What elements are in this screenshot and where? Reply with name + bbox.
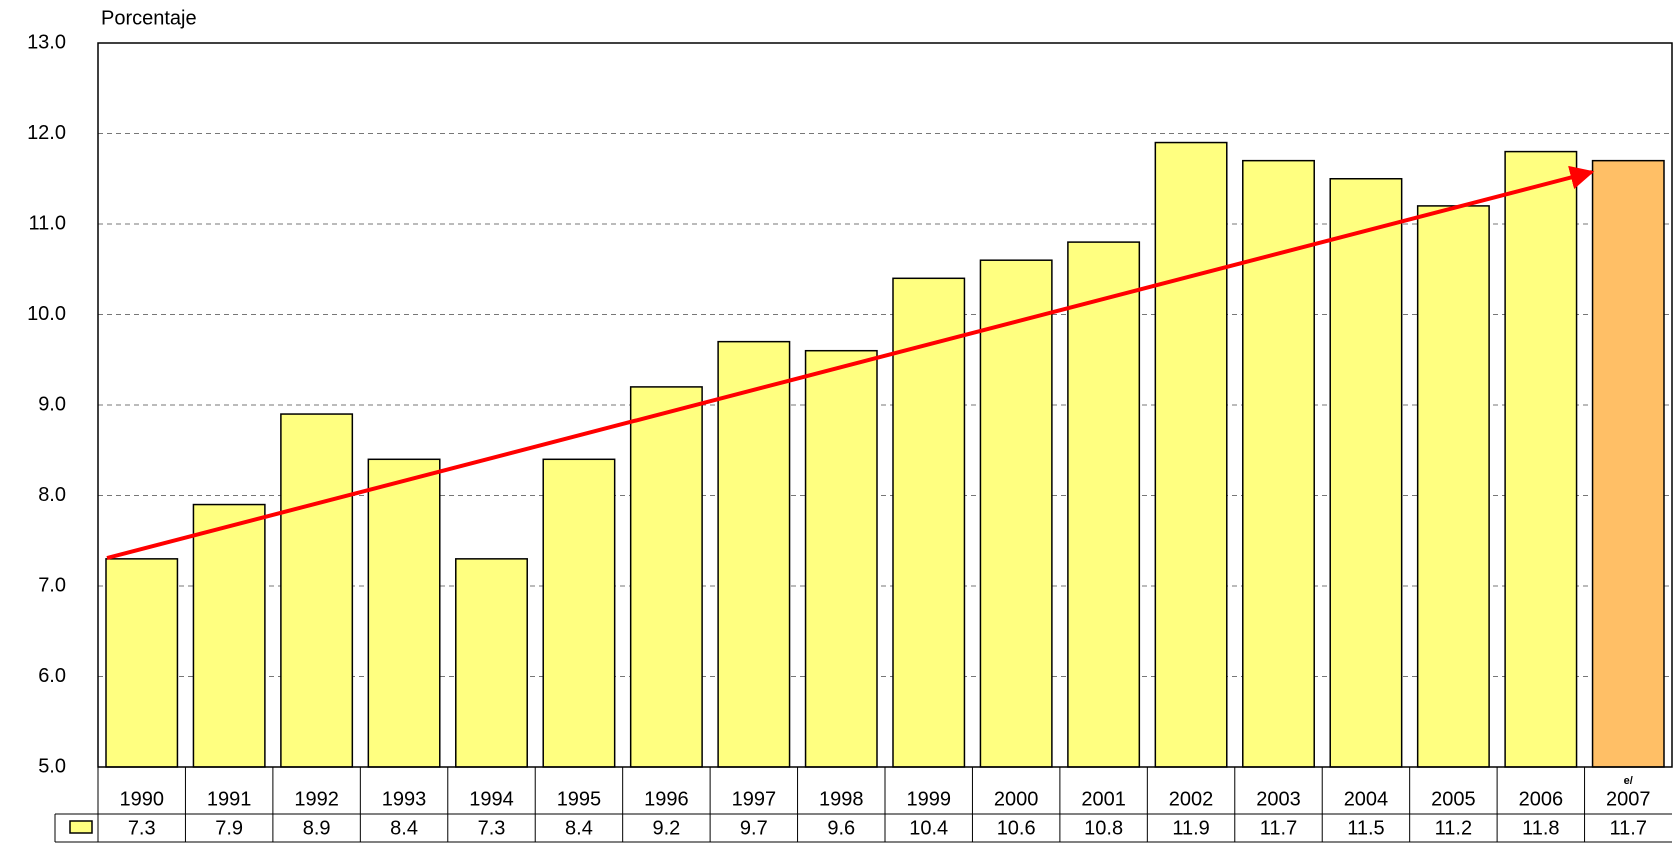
bar: [717, 340, 791, 768]
x-tick-label: 1993: [382, 788, 427, 810]
y-tick-label: 9.0: [38, 393, 66, 415]
x-tick-label: 1995: [557, 788, 602, 810]
x-tick-label: 2001: [1081, 788, 1126, 810]
data-label: 11.7: [1610, 817, 1647, 839]
x-tick-label: 1990: [119, 788, 164, 810]
data-label: 11.5: [1347, 817, 1384, 839]
bar: [804, 349, 878, 768]
data-label: 11.9: [1172, 817, 1209, 839]
bar: [455, 558, 528, 768]
x-tick-label: 2007: [1606, 788, 1651, 810]
bar: [1416, 205, 1490, 768]
y-tick-label: 7.0: [38, 574, 66, 596]
y-tick-label: 10.0: [27, 303, 66, 325]
x-tick-label: 1992: [294, 788, 339, 810]
y-tick-label: 12.0: [27, 122, 66, 144]
legend-key: [69, 820, 93, 834]
bar: [367, 458, 441, 768]
x-tick-label: 2000: [994, 788, 1039, 810]
data-label: 7.3: [478, 817, 506, 839]
y-tick-label: 8.0: [38, 484, 66, 506]
data-label: 7.9: [215, 817, 243, 839]
data-label: 11.2: [1435, 817, 1472, 839]
bar: [1591, 159, 1665, 768]
data-label: 11.8: [1522, 817, 1559, 839]
y-tick-label: 11.0: [29, 212, 66, 234]
bar: [1067, 241, 1141, 768]
bar: [1329, 178, 1403, 768]
y-tick-label: 5.0: [38, 755, 66, 777]
x-tick-label: 1991: [207, 788, 252, 810]
x-tick-label: 1998: [819, 788, 864, 810]
x-tick-label: 2005: [1431, 788, 1476, 810]
data-label: 10.8: [1084, 817, 1123, 839]
y-tick-label: 13.0: [27, 31, 66, 53]
x-tick-label: 2006: [1519, 788, 1564, 810]
bar: [192, 503, 266, 768]
x-tick-label: 2002: [1169, 788, 1214, 810]
data-label: 8.4: [390, 817, 418, 839]
data-label: 11.7: [1260, 817, 1297, 839]
y-axis-label: Porcentaje: [101, 7, 197, 29]
x-tick-label: 2004: [1344, 788, 1389, 810]
x-tick-label: 1994: [469, 788, 514, 810]
bar: [892, 277, 966, 768]
x-tick-label: 1999: [906, 788, 951, 810]
bar: [542, 458, 616, 768]
data-label: 9.6: [827, 817, 855, 839]
data-label: 10.4: [909, 817, 948, 839]
bar: [105, 558, 179, 768]
x-tick-label: 2003: [1256, 788, 1301, 810]
x-tick-label: 1997: [732, 788, 777, 810]
data-label: 8.4: [565, 817, 593, 839]
data-label: 9.7: [740, 817, 768, 839]
data-label: 9.2: [652, 817, 680, 839]
trend-arrow: [106, 165, 1595, 560]
data-label: 8.9: [303, 817, 331, 839]
annotation: e/: [1624, 775, 1633, 787]
bar: [280, 413, 354, 768]
y-tick-label: 6.0: [38, 665, 66, 687]
bar: [979, 259, 1053, 768]
data-label: 7.3: [128, 817, 156, 839]
bar: [1504, 150, 1578, 768]
bar: [1154, 141, 1228, 768]
bar: [629, 386, 703, 768]
x-tick-label: 1996: [644, 788, 689, 810]
data-label: 10.6: [997, 817, 1036, 839]
